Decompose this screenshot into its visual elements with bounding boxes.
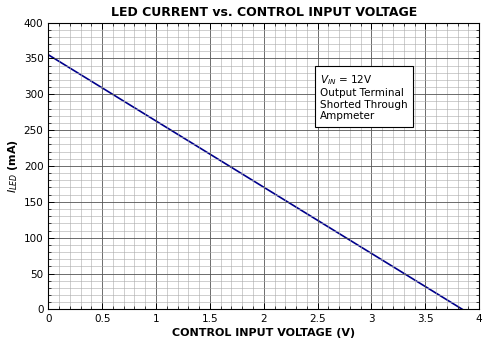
Text: $V_{IN}$ = 12V
Output Terminal
Shorted Through
Ampmeter: $V_{IN}$ = 12V Output Terminal Shorted T… bbox=[320, 73, 407, 121]
Y-axis label: $\mathit{I}_{LED}$ (mA): $\mathit{I}_{LED}$ (mA) bbox=[5, 139, 20, 193]
X-axis label: CONTROL INPUT VOLTAGE (V): CONTROL INPUT VOLTAGE (V) bbox=[172, 329, 355, 338]
Title: LED CURRENT vs. CONTROL INPUT VOLTAGE: LED CURRENT vs. CONTROL INPUT VOLTAGE bbox=[111, 6, 417, 19]
